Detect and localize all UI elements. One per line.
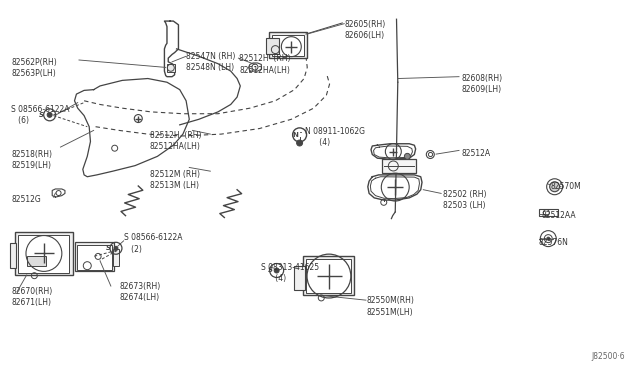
Text: J82500·6: J82500·6 [591, 352, 625, 361]
Circle shape [274, 268, 279, 273]
Text: 82518(RH)
82519(LH): 82518(RH) 82519(LH) [12, 150, 52, 170]
Bar [303, 256, 355, 295]
Text: 82512M (RH)
82513M (LH): 82512M (RH) 82513M (LH) [150, 170, 200, 190]
Text: 82562P(RH)
82563P(LH): 82562P(RH) 82563P(LH) [12, 58, 57, 78]
Bar [266, 38, 278, 54]
Text: S 08313-41625
      (4): S 08313-41625 (4) [261, 263, 319, 283]
Text: N: N [292, 132, 298, 138]
Circle shape [47, 112, 52, 117]
Text: 82608(RH)
82609(LH): 82608(RH) 82609(LH) [461, 74, 502, 94]
Text: 82673(RH)
82674(LH): 82673(RH) 82674(LH) [119, 282, 161, 302]
Text: N 08911-1062G
      (4): N 08911-1062G (4) [305, 127, 365, 147]
Bar [77, 244, 111, 270]
Text: 82550M(RH)
82551M(LH): 82550M(RH) 82551M(LH) [367, 296, 415, 317]
Bar [306, 259, 351, 294]
Bar [15, 232, 72, 275]
Text: 82570M: 82570M [551, 182, 582, 190]
Circle shape [404, 153, 410, 159]
Text: 82502 (RH)
82503 (LH): 82502 (RH) 82503 (LH) [443, 190, 486, 210]
Text: 82576N: 82576N [539, 238, 568, 247]
Bar [269, 32, 307, 58]
Circle shape [550, 182, 559, 192]
Text: 82512G: 82512G [12, 195, 41, 204]
Text: 82512H  (RH)
82512HA(LH): 82512H (RH) 82512HA(LH) [150, 131, 201, 151]
Bar [19, 235, 69, 273]
Bar [113, 249, 119, 266]
Circle shape [547, 237, 550, 240]
Text: S: S [39, 112, 44, 118]
Bar [294, 266, 305, 290]
Bar [539, 209, 558, 217]
Text: 82547N (RH)
82548N (LH): 82547N (RH) 82548N (LH) [186, 52, 236, 72]
Text: 82670(RH)
82671(LH): 82670(RH) 82671(LH) [12, 287, 52, 307]
Text: S 08566-6122A
   (6): S 08566-6122A (6) [12, 105, 70, 125]
Bar [383, 159, 415, 173]
Bar [272, 35, 304, 56]
Text: S 08566-6122A
   (2): S 08566-6122A (2) [124, 234, 182, 254]
Bar [74, 241, 114, 271]
Text: S: S [268, 267, 273, 273]
Bar [10, 243, 17, 267]
Text: 82512AA: 82512AA [542, 211, 577, 220]
Circle shape [296, 140, 303, 146]
Text: 82512H  (RH)
82512HA(LH): 82512H (RH) 82512HA(LH) [239, 54, 291, 74]
Text: S: S [106, 245, 111, 251]
Text: 82605(RH)
82606(LH): 82605(RH) 82606(LH) [344, 20, 385, 40]
Bar [167, 64, 175, 72]
Bar [27, 256, 46, 266]
Circle shape [114, 246, 118, 250]
Text: 82512A: 82512A [461, 149, 491, 158]
